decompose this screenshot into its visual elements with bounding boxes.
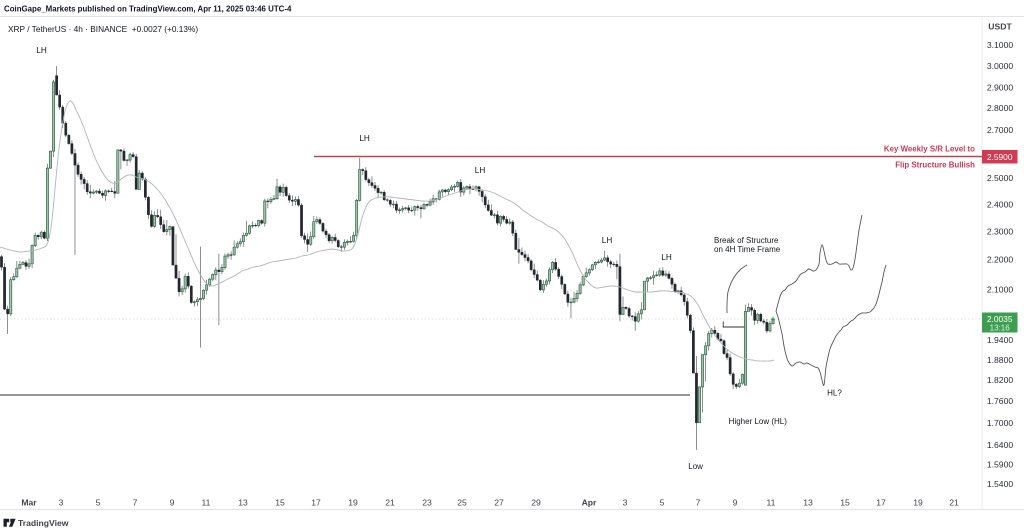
svg-text:2.8000: 2.8000 — [987, 103, 1014, 113]
svg-text:3.1000: 3.1000 — [987, 40, 1014, 50]
svg-text:3.0000: 3.0000 — [987, 61, 1014, 71]
svg-text:27: 27 — [494, 498, 504, 508]
svg-text:1.7600: 1.7600 — [987, 396, 1014, 406]
svg-text:9: 9 — [733, 498, 738, 508]
svg-text:15: 15 — [840, 498, 850, 508]
svg-text:25: 25 — [457, 498, 467, 508]
svg-text:LH: LH — [359, 134, 370, 143]
svg-text:2.7000: 2.7000 — [987, 125, 1014, 135]
svg-text:7: 7 — [696, 498, 701, 508]
svg-text:11: 11 — [202, 498, 211, 508]
svg-text:17: 17 — [876, 498, 886, 508]
svg-text:21: 21 — [949, 498, 959, 508]
svg-text:5: 5 — [660, 498, 665, 508]
svg-text:19: 19 — [913, 498, 923, 508]
svg-text:2.4000: 2.4000 — [987, 200, 1014, 210]
svg-text:1.5900: 1.5900 — [987, 460, 1014, 470]
svg-text:LH: LH — [475, 166, 486, 175]
svg-text:1.8800: 1.8800 — [987, 355, 1014, 365]
svg-text:2.1000: 2.1000 — [987, 285, 1014, 295]
svg-text:9: 9 — [170, 498, 175, 508]
svg-text:2.9000: 2.9000 — [987, 82, 1014, 92]
svg-text:2.2000: 2.2000 — [987, 255, 1014, 265]
svg-text:Mar: Mar — [21, 498, 37, 508]
svg-text:1.6400: 1.6400 — [987, 440, 1014, 450]
svg-text:13: 13 — [803, 498, 813, 508]
svg-text:1.8200: 1.8200 — [987, 375, 1014, 385]
svg-text:LH: LH — [661, 253, 672, 262]
svg-text:7: 7 — [133, 498, 138, 508]
svg-text:Break of Structure: Break of Structure — [714, 236, 779, 245]
svg-text:XRP / TetherUS · 4h · BINANCE: XRP / TetherUS · 4h · BINANCE +0.0027 (+… — [8, 24, 198, 34]
svg-text:11: 11 — [767, 498, 776, 508]
svg-text:USDT: USDT — [988, 22, 1012, 32]
svg-text:1.5400: 1.5400 — [987, 479, 1014, 489]
svg-text:LH: LH — [36, 46, 47, 55]
svg-text:Higher Low (HL): Higher Low (HL) — [729, 417, 788, 426]
svg-text:2.5000: 2.5000 — [987, 173, 1014, 183]
svg-text:Flip Structure Bullish: Flip Structure Bullish — [895, 161, 975, 170]
svg-text:1.9400: 1.9400 — [987, 335, 1014, 345]
svg-text:HL?: HL? — [827, 389, 842, 398]
svg-text:15: 15 — [275, 498, 285, 508]
svg-text:3: 3 — [623, 498, 628, 508]
svg-text:1.7000: 1.7000 — [987, 418, 1014, 428]
svg-text:17: 17 — [311, 498, 321, 508]
svg-text:3: 3 — [59, 498, 64, 508]
svg-text:5: 5 — [96, 498, 101, 508]
svg-text:23: 23 — [422, 498, 432, 508]
svg-text:Apr: Apr — [582, 498, 597, 508]
svg-text:2.0035: 2.0035 — [987, 314, 1013, 324]
svg-text:on 4H Time Frame: on 4H Time Frame — [714, 245, 781, 254]
svg-text:LH: LH — [602, 236, 613, 245]
svg-text:13: 13 — [238, 498, 248, 508]
svg-text:Low: Low — [688, 462, 703, 471]
svg-text:29: 29 — [531, 498, 541, 508]
svg-text:2.3000: 2.3000 — [987, 227, 1014, 237]
svg-text:2.5900: 2.5900 — [987, 152, 1013, 162]
svg-text:Key Weekly S/R Level to: Key Weekly S/R Level to — [884, 145, 975, 154]
svg-text:19: 19 — [348, 498, 358, 508]
svg-text:TradingView: TradingView — [18, 518, 69, 528]
svg-text:13:16: 13:16 — [990, 324, 1011, 333]
svg-text:21: 21 — [385, 498, 395, 508]
svg-text:CoinGape_Markets published on: CoinGape_Markets published on TradingVie… — [4, 5, 292, 14]
